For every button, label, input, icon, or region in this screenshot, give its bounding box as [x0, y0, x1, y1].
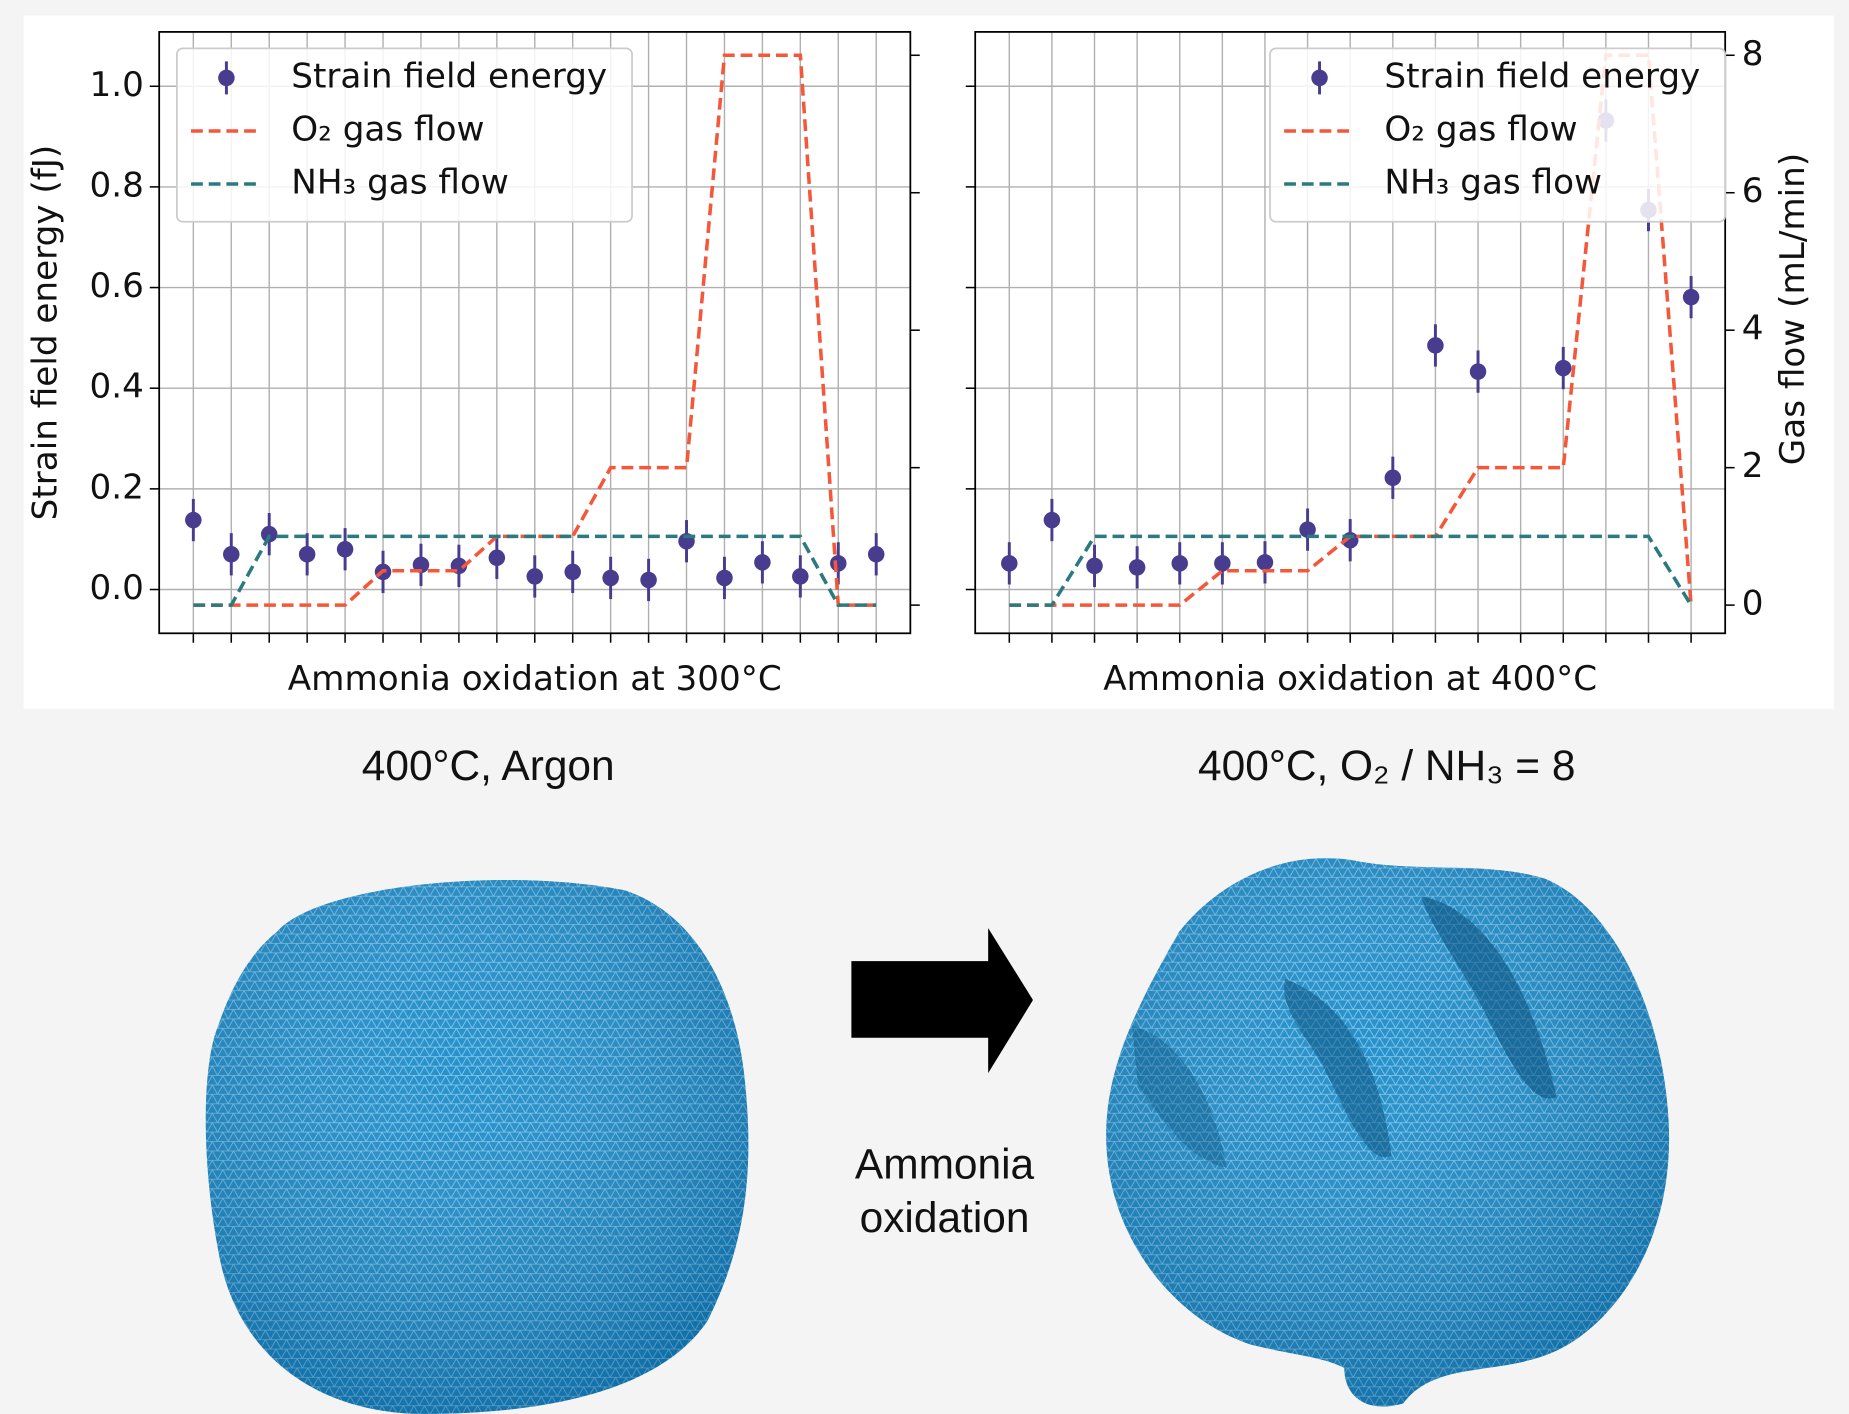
- data-point: [1001, 555, 1018, 572]
- y2-tick-label: 0: [1742, 584, 1764, 624]
- data-point: [1385, 470, 1402, 487]
- data-point: [1086, 558, 1103, 575]
- legend-label: Strain field energy: [291, 56, 607, 96]
- data-point: [716, 570, 733, 587]
- legend-label: NH₃ gas flow: [291, 163, 509, 203]
- legend-label: O₂ gas flow: [291, 109, 484, 149]
- panel-title: 400°C, O₂ / NH₃ = 8: [1198, 742, 1575, 789]
- data-point: [1470, 363, 1487, 380]
- data-point: [564, 564, 581, 581]
- x-axis-label: Ammonia oxidation at 300°C: [288, 659, 782, 699]
- page: 0.0 0.2 0.4 0.6 0.8 1.0 Ammonia oxidation at 3…: [0, 0, 1849, 1414]
- data-point: [1044, 512, 1061, 529]
- data-point: [185, 512, 202, 529]
- x-axis-label: Ammonia oxidation at 400°C: [1103, 659, 1597, 699]
- y2-axis-label: Gas flow (mL/min): [1773, 153, 1813, 465]
- data-point: [299, 546, 316, 563]
- data-point: [489, 550, 506, 567]
- legend-label: Strain field energy: [1384, 56, 1700, 96]
- y-axis-label: Strain field energy (fJ): [26, 145, 66, 521]
- panel-title: 400°C, Argon: [362, 742, 615, 789]
- data-point: [754, 554, 771, 571]
- figure: 0.0 0.2 0.4 0.6 0.8 1.0 Ammonia oxidation at 3…: [0, 0, 1849, 1414]
- data-point: [1129, 559, 1146, 576]
- y-tick-label: 0.0: [89, 568, 143, 608]
- y-tick-label: 0.6: [89, 266, 143, 306]
- y-tick-label: 1.0: [89, 65, 143, 105]
- data-point: [223, 546, 240, 563]
- data-point: [640, 572, 657, 589]
- y2-tick-label: 8: [1742, 34, 1764, 74]
- y2-tick-label: 2: [1742, 446, 1764, 486]
- y-tick-label: 0.2: [89, 467, 143, 507]
- data-point: [1555, 360, 1572, 377]
- data-point: [830, 555, 847, 572]
- data-point: [527, 568, 544, 585]
- data-point: [868, 546, 885, 563]
- mesh-argon: [206, 880, 749, 1414]
- arrow-label: Ammonia: [855, 1141, 1035, 1188]
- arrow-label: oxidation: [860, 1194, 1030, 1241]
- legend-label: NH₃ gas flow: [1384, 163, 1602, 203]
- y-tick-label: 0.4: [89, 367, 143, 407]
- data-point: [1683, 289, 1700, 306]
- data-point: [1171, 555, 1188, 572]
- data-point: [337, 541, 354, 558]
- data-point: [1257, 554, 1274, 571]
- particle-shade: [206, 880, 749, 1414]
- data-point: [792, 568, 809, 585]
- legend-label: O₂ gas flow: [1384, 109, 1577, 149]
- y2-tick-label: 6: [1742, 171, 1764, 211]
- legend-marker: [1311, 70, 1328, 87]
- data-point: [602, 570, 619, 587]
- y2-tick-label: 4: [1742, 309, 1764, 349]
- y-tick-label: 0.8: [89, 165, 143, 205]
- data-point: [1427, 337, 1444, 354]
- legend-marker: [218, 70, 235, 87]
